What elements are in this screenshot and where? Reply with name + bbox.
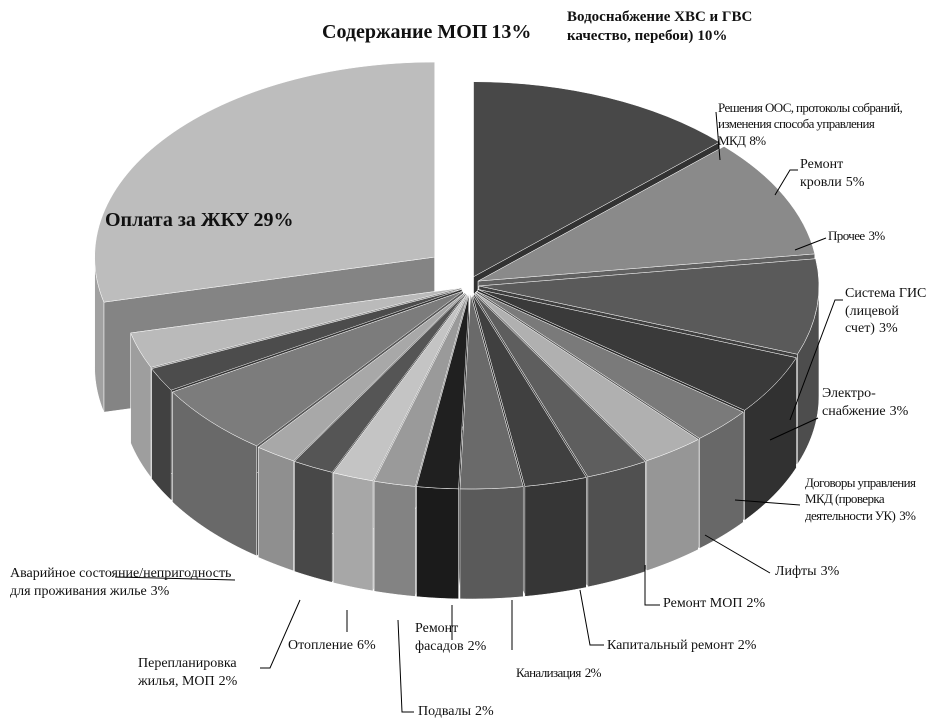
category-label: Отопление	[288, 638, 353, 653]
category-label: Ремонт фасадов	[415, 621, 464, 654]
category-label: Перепланировка жилья, МОП	[138, 656, 237, 689]
value-label: 29%	[253, 209, 294, 231]
value-label: 3%	[150, 583, 170, 599]
category-label: Ремонт кровли	[800, 157, 844, 190]
slice	[471, 293, 587, 487]
slice-label: Ремонт кровли 5%	[800, 156, 900, 191]
slice-wall	[646, 439, 699, 572]
leader-line	[769, 417, 819, 441]
slice-label: Капитальный ремонт 2%	[607, 637, 807, 655]
value-label: 3%	[878, 321, 898, 336]
category-label: Подвалы	[418, 704, 471, 719]
slice-wall	[416, 486, 459, 600]
value-label: 2%	[467, 638, 487, 654]
value-label: 3%	[868, 228, 886, 243]
slice-label: Отопление 6%	[288, 637, 408, 655]
category-label: Прочее	[828, 228, 865, 243]
leader-line	[774, 169, 798, 196]
category-label: Канализация	[516, 665, 581, 680]
category-label: Водоснабжение ХВС и ГВС качество, перебо…	[567, 9, 753, 44]
slice	[293, 292, 467, 473]
slice	[332, 293, 468, 482]
leader-line	[715, 111, 721, 161]
slice-wall	[459, 486, 524, 600]
leader-line	[260, 599, 301, 669]
category-label: Лифты	[775, 564, 817, 579]
category-label: Оплата за ЖКУ	[105, 209, 250, 231]
slice-label: Ремонт фасадов 2%	[415, 620, 515, 655]
value-label: 3%	[889, 403, 909, 419]
category-label: Договоры управления МКД (проверка деятел…	[805, 475, 916, 523]
slice	[416, 293, 470, 490]
slice	[477, 146, 816, 282]
slice-wall	[373, 480, 416, 597]
slice	[459, 293, 524, 490]
slice-wall	[332, 472, 374, 592]
value-label: 5%	[845, 174, 865, 190]
slice-label: Система ГИС (лицевой счет) 3%	[845, 285, 935, 338]
value-label: 13%	[491, 21, 532, 43]
category-label: Решения ООС, протоколы собраний, изменен…	[718, 100, 903, 148]
leader-line	[704, 534, 771, 574]
slice	[475, 292, 699, 461]
slice-wall	[587, 461, 646, 588]
slice-label: Аварийное состояние/непригодность для пр…	[10, 565, 245, 600]
slice	[373, 293, 469, 487]
value-label: 2%	[475, 704, 494, 719]
leader-line	[114, 576, 236, 581]
slice-label: Ремонт МОП 2%	[663, 595, 803, 613]
leader-line	[644, 565, 660, 606]
value-label: 2%	[737, 638, 757, 653]
value-label: 2%	[746, 596, 766, 611]
leader-line	[734, 499, 801, 506]
value-label: 10%	[697, 27, 728, 44]
leader-line	[789, 299, 843, 421]
slice	[473, 81, 721, 278]
slice-wall	[258, 446, 294, 572]
slice	[151, 288, 463, 391]
slice-label: Лифты 3%	[775, 563, 875, 581]
leader-line	[794, 237, 827, 251]
value-label: 8%	[749, 132, 766, 148]
slice-label: Содержание МОП 13%	[322, 20, 562, 45]
slice-label: Электро-снабжение 3%	[822, 385, 922, 420]
slice	[171, 290, 464, 447]
category-label: Система ГИС (лицевой счет)	[845, 286, 927, 336]
slice-label: Договоры управления МКД (проверка деятел…	[805, 475, 938, 524]
category-label: Капитальный ремонт	[607, 638, 734, 653]
category-label: Электро-снабжение	[822, 386, 886, 419]
value-label: 3%	[820, 564, 840, 579]
slice-wall	[151, 367, 172, 501]
value-label: 3%	[899, 507, 916, 523]
slice	[478, 258, 820, 355]
slice	[476, 290, 744, 439]
slice-label: Водоснабжение ХВС и ГВС качество, перебо…	[567, 8, 807, 46]
value-label: 6%	[356, 638, 376, 653]
slice-label: Канализация 2%	[516, 665, 646, 681]
leader-line	[397, 619, 414, 713]
slice-wall	[294, 461, 333, 583]
category-label: Аварийное состояние/непригодность для пр…	[10, 566, 232, 599]
slice-label: Перепланировка жилья, МОП 2%	[138, 655, 278, 690]
category-label: Ремонт МОП	[663, 596, 743, 611]
slice	[257, 292, 466, 462]
slice-label: Решения ООС, протоколы собраний, изменен…	[718, 100, 923, 149]
slice-label: Прочее 3%	[828, 228, 938, 244]
value-label: 2%	[218, 673, 238, 689]
slice-wall	[524, 477, 587, 597]
slice	[94, 61, 435, 303]
slice	[473, 292, 646, 478]
category-label: Содержание МОП	[322, 21, 488, 43]
value-label: 2%	[584, 665, 602, 680]
slice-label: Подвалы 2%	[418, 703, 538, 721]
slice-label: Оплата за ЖКУ 29%	[105, 208, 335, 233]
leader-line	[579, 589, 604, 646]
slice	[130, 287, 462, 368]
slice	[477, 289, 797, 411]
